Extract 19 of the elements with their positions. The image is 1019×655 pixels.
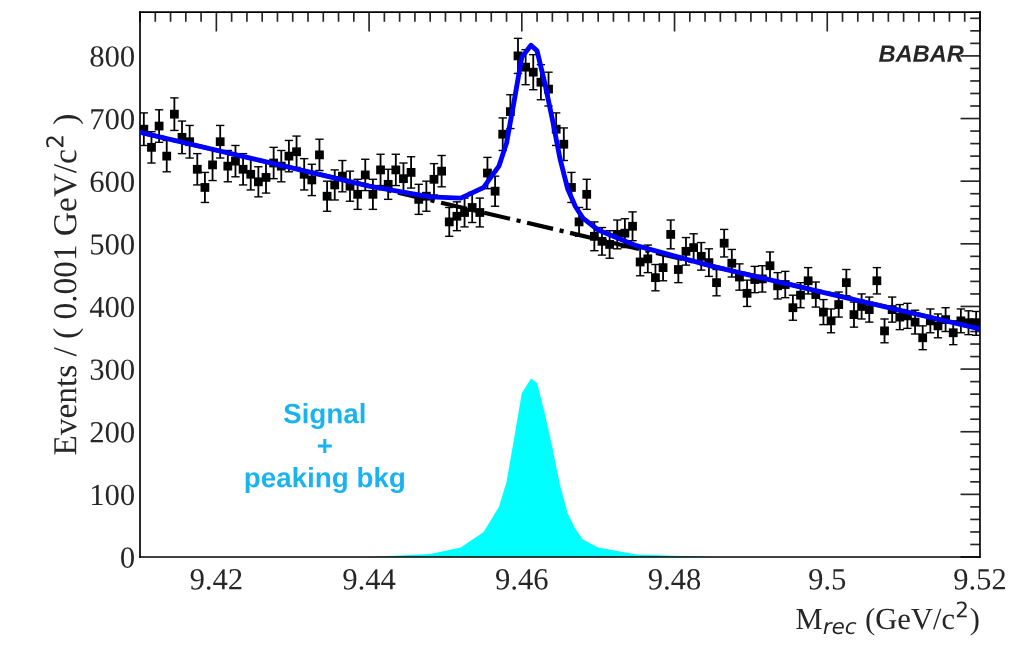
- y-tick-label: 0: [121, 547, 134, 568]
- text: Signal + peaking bkg: [245, 403, 404, 494]
- y-axis-title: Events / ( 0.001 GeV/c$^{2}$ ): [46, 115, 84, 455]
- x-tick-label: 9.42: [190, 569, 242, 590]
- y-tick-label: 700: [91, 108, 134, 130]
- y-tick-label: 400: [89, 296, 134, 318]
- annotation: BABAR: [878, 45, 964, 62]
- y-tick-label: 300: [90, 359, 134, 380]
- y-tick-label: 600: [90, 171, 134, 193]
- y-tick-label: 500: [91, 234, 134, 255]
- x-tick-label: 9.52: [954, 569, 1006, 590]
- x-tick-label: 9.46: [496, 569, 548, 590]
- x-tick-label: 9.5: [809, 569, 846, 590]
- x-axis-title: M$_{rec}$ (GeV/c$^{2}$): [796, 601, 979, 636]
- y-tick-label: 200: [90, 422, 134, 443]
- y-tick-label: 100: [92, 484, 134, 506]
- x-tick-label: 9.44: [343, 569, 396, 590]
- x-tick-label: 9.48: [648, 569, 701, 590]
- y-tick-label: 800: [90, 46, 134, 67]
